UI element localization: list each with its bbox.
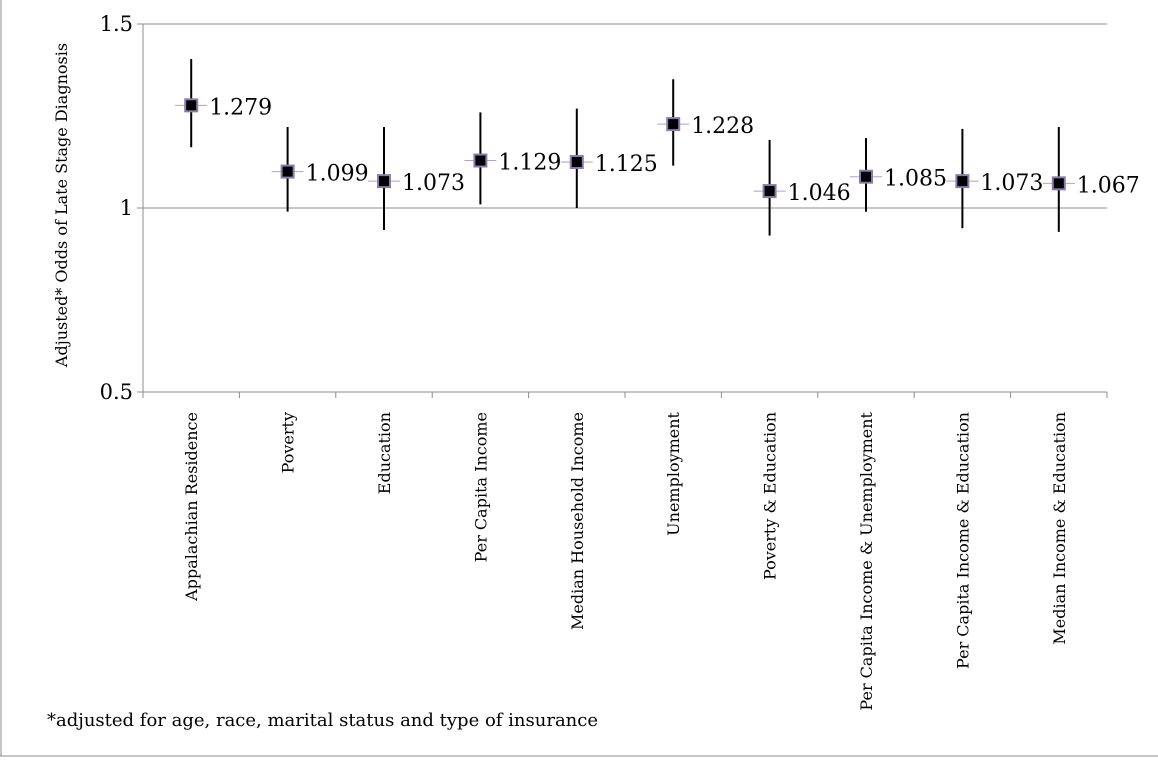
data-label-5: 1.228: [691, 114, 754, 139]
axes: [137, 23, 1108, 398]
x-tick-label-9: Median Income & Education: [1050, 412, 1069, 645]
data-labels: 1.279 1.099 1.073 1.129 1.125 1.228 1.046 1.085…: [209, 95, 1140, 206]
gridlines: [143, 23, 1107, 209]
data-label-7: 1.085: [884, 167, 947, 192]
data-markers: [175, 98, 1075, 199]
y-tick-label-0: 0.5: [100, 380, 133, 404]
data-label-8: 1.073: [980, 171, 1043, 196]
data-point-3: [473, 153, 488, 168]
data-point-9: [1051, 176, 1066, 191]
x-tick-label-6: Poverty & Education: [761, 412, 780, 580]
data-label-4: 1.125: [595, 152, 658, 177]
data-point-5: [666, 117, 681, 132]
data-point-7: [859, 169, 873, 184]
x-tick-labels: Appalachian Residence Poverty Education Per…: [182, 411, 1069, 710]
data-point-2: [377, 174, 391, 189]
data-label-0: 1.279: [209, 95, 272, 120]
y-tick-label-2: 1.5: [100, 12, 133, 36]
data-label-9: 1.067: [1077, 173, 1140, 198]
data-label-3: 1.129: [498, 151, 561, 176]
data-label-6: 1.046: [788, 181, 851, 206]
data-label-1: 1.099: [306, 162, 369, 187]
x-tick-label-2: Education: [375, 412, 394, 494]
data-point-8: [955, 174, 970, 189]
x-tick-label-0: Appalachian Residence: [182, 412, 201, 602]
x-tick-label-1: Poverty: [279, 412, 298, 473]
data-point-1: [280, 164, 295, 179]
data-label-2: 1.073: [402, 171, 465, 196]
y-tick-label-1: 1: [120, 196, 133, 220]
x-tick-label-5: Unemployment: [664, 411, 683, 535]
data-point-6: [762, 184, 777, 199]
x-tick-label-4: Median Household Income: [568, 412, 587, 630]
footnote: *adjusted for age, race, marital status …: [47, 710, 598, 731]
data-point-4: [569, 155, 584, 169]
x-tick-label-7: Per Capita Income & Unemployment: [857, 411, 876, 710]
x-tick-label-3: Per Capita Income: [471, 412, 490, 562]
error-bars: [190, 58, 1060, 236]
y-axis-label: Adjusted* Odds of Late Stage Diagnosis: [52, 43, 71, 368]
x-tick-label-8: Per Capita Income & Education: [953, 412, 972, 669]
y-tick-labels: 0.5 1 1.5: [100, 12, 133, 404]
data-point-0: [184, 98, 199, 113]
